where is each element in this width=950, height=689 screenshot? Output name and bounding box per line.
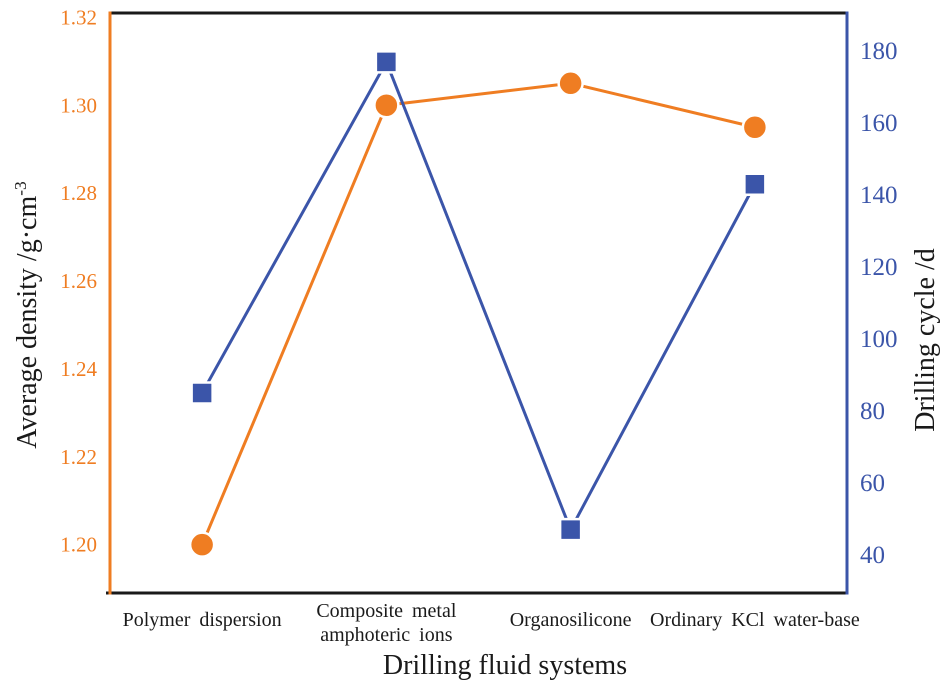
- left-axis-tick-label: 1.32: [60, 5, 97, 29]
- data-point-circle: [557, 70, 584, 97]
- series-line-square: [200, 58, 757, 534]
- category-label: Composite metal: [316, 600, 457, 622]
- data-point-square: [190, 381, 214, 405]
- right-axis-tick-label: 80: [860, 398, 885, 425]
- category-label: Ordinary KCl water-base: [650, 609, 860, 631]
- right-axis-tick-label: 100: [860, 326, 898, 353]
- left-axis-title-text: Average density /g·cm: [12, 195, 44, 449]
- left-axis-title: Average density /g·cm-3: [10, 181, 44, 449]
- left-axis-tick-label: 1.26: [60, 269, 97, 293]
- data-point-circle: [741, 113, 769, 141]
- data-point-circle: [373, 92, 400, 119]
- data-point-square: [558, 517, 583, 542]
- category-label: amphoteric ions: [320, 624, 453, 646]
- data-point-circle: [188, 531, 216, 558]
- category-label: Polymer dispersion: [123, 609, 282, 631]
- right-axis-tick-label: 120: [860, 254, 898, 281]
- right-axis-tick-label: 140: [860, 182, 898, 209]
- left-axis-tick-label: 1.24: [60, 357, 97, 381]
- left-axis-tick-label: 1.28: [60, 181, 97, 205]
- left-axis-tick-label: 1.30: [60, 93, 97, 117]
- left-axis-title-superscript: -3: [10, 181, 30, 196]
- right-axis-tick-label: 60: [860, 470, 885, 497]
- left-axis-tick-label: 1.22: [60, 445, 97, 469]
- x-axis-title: Drilling fluid systems: [382, 650, 628, 681]
- right-axis-tick-label: 180: [860, 38, 898, 65]
- category-label: Organosilicone: [510, 609, 632, 631]
- left-axis-tick-label: 1.20: [60, 533, 97, 557]
- right-axis-tick-label: 40: [860, 542, 885, 569]
- right-axis-tick-label: 160: [860, 110, 898, 137]
- series-line-circle: [200, 81, 756, 546]
- data-point-square: [743, 172, 767, 197]
- right-axis-title: Drilling cycle /d: [910, 248, 941, 432]
- data-point-square: [374, 50, 399, 74]
